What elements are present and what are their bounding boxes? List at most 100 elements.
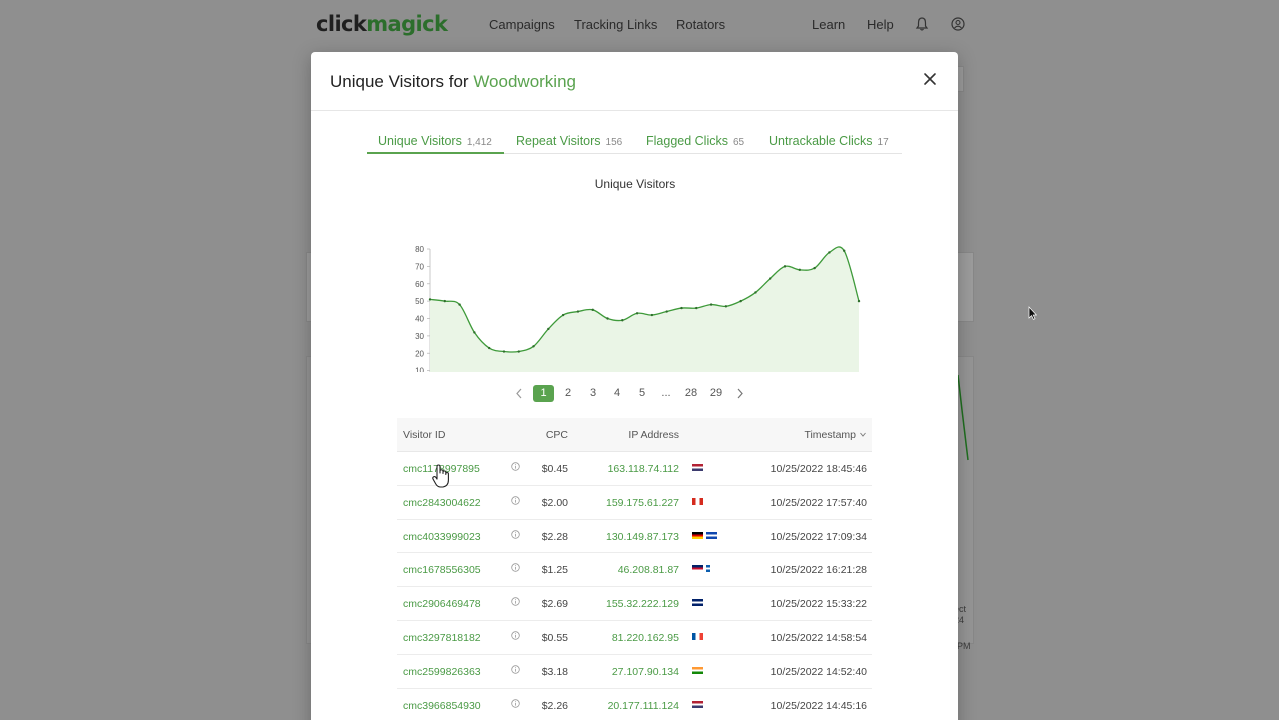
column-ip-address[interactable]: IP Address [628, 429, 679, 441]
chart-data-point[interactable] [680, 306, 683, 310]
info-icon[interactable] [511, 665, 520, 674]
pagination: 1 2 3 4 5 ... 28 29 [507, 385, 757, 403]
campaign-name[interactable]: Woodworking [473, 72, 576, 91]
chart-data-point[interactable] [798, 268, 802, 272]
country-flags [692, 531, 720, 540]
page-3-button[interactable]: 3 [589, 387, 597, 399]
chart-data-point[interactable] [473, 331, 476, 334]
chart-data-point[interactable] [576, 310, 580, 313]
ip-address-link[interactable]: 159.175.61.227 [606, 496, 679, 509]
close-icon[interactable] [919, 68, 941, 90]
info-icon[interactable] [511, 496, 520, 505]
chart-data-point[interactable] [843, 249, 846, 252]
ip-address-link[interactable]: 46.208.81.87 [617, 564, 679, 577]
table-row: cmc3297818182 $0.55 81.220.162.95 10/25/… [397, 621, 872, 655]
nav-help[interactable]: Help [867, 17, 894, 32]
chart-data-point[interactable] [502, 350, 506, 353]
visitor-id-link[interactable]: cmc2906469478 [403, 598, 481, 611]
chart-data-point[interactable] [650, 313, 654, 317]
chart-data-point[interactable] [591, 308, 594, 312]
chart-data-point[interactable] [606, 317, 609, 320]
sort-desc-icon[interactable] [860, 432, 866, 437]
chart-data-point[interactable] [813, 266, 816, 270]
visitor-id-link[interactable]: cmc4033999023 [403, 530, 481, 543]
tab-untrackable-clicks[interactable]: Untrackable Clicks 17 [769, 134, 889, 148]
info-icon[interactable] [511, 462, 520, 471]
chart-data-point[interactable] [428, 298, 432, 301]
timestamp-value: 10/25/2022 14:58:54 [770, 631, 867, 644]
timestamp-value: 10/25/2022 18:45:46 [770, 463, 867, 475]
timestamp-value: 10/25/2022 15:33:22 [770, 598, 867, 611]
nav-tracking-links[interactable]: Tracking Links [574, 17, 658, 32]
chart-data-point[interactable] [828, 251, 831, 254]
visitors-table: Visitor ID CPC IP Address Timestamp cmc1… [397, 418, 872, 720]
chart-data-point[interactable] [709, 303, 713, 306]
chart-data-point[interactable] [769, 277, 772, 280]
chart-data-point[interactable] [487, 346, 491, 350]
page-28-button[interactable]: 28 [684, 387, 698, 399]
visitor-id-link[interactable]: cmc3297818182 [403, 631, 481, 644]
chart-data-point[interactable] [783, 265, 787, 268]
visitor-id-link[interactable]: cmc2599826363 [403, 665, 481, 678]
fr-flag-icon [692, 632, 703, 640]
tab-flagged-clicks[interactable]: Flagged Clicks 65 [646, 134, 745, 148]
info-icon[interactable] [511, 563, 520, 573]
clickmagick-logo[interactable]: clickmagick [316, 12, 448, 36]
ip-address-link[interactable]: 27.107.90.134 [611, 665, 679, 678]
info-icon[interactable] [511, 698, 520, 708]
page-1-button[interactable]: 1 [533, 385, 554, 402]
chart-data-point[interactable] [443, 299, 446, 303]
timestamp-value: 10/25/2022 14:52:40 [770, 665, 867, 678]
chart-data-point[interactable] [561, 313, 565, 317]
column-cpc[interactable]: CPC [545, 429, 568, 441]
table-header: Visitor ID CPC IP Address Timestamp [397, 418, 872, 452]
ip-address-link[interactable]: 20.177.111.124 [607, 699, 679, 712]
ip-address-link[interactable]: 155.32.222.129 [606, 598, 679, 611]
chevron-left-icon[interactable] [512, 385, 526, 402]
table-row: cmc2843004622 $2.00 159.175.61.227 10/25… [397, 486, 872, 520]
y-tick-label: 40 [415, 315, 424, 324]
column-timestamp[interactable]: Timestamp [804, 429, 856, 441]
country-flags [692, 700, 706, 709]
chart-data-point[interactable] [621, 319, 624, 322]
page-4-button[interactable]: 4 [613, 387, 621, 399]
chart-data-point[interactable] [547, 327, 550, 331]
nav-learn[interactable]: Learn [812, 17, 846, 32]
info-icon[interactable] [511, 529, 520, 539]
chart-data-point[interactable] [458, 303, 461, 306]
nav-campaigns[interactable]: Campaigns [489, 17, 555, 32]
timestamp-value: 10/25/2022 17:09:34 [770, 530, 867, 543]
table-row: cmc2906469478 $2.69 155.32.222.129 10/25… [397, 587, 872, 621]
chart-data-point[interactable] [532, 345, 535, 348]
chart-data-point[interactable] [517, 350, 520, 353]
page-ellipsis: ... [661, 387, 671, 399]
info-icon[interactable] [511, 597, 520, 606]
chart-data-point[interactable] [635, 312, 639, 315]
timestamp-value: 10/25/2022 14:45:16 [770, 699, 867, 712]
visitor-id-link[interactable]: cmc1178997895 [403, 463, 480, 475]
tab-unique-visitors[interactable]: Unique Visitors 1,412 [378, 134, 492, 148]
nav-rotators[interactable]: Rotators [676, 17, 726, 32]
ip-address-link[interactable]: 130.149.87.173 [606, 530, 679, 543]
visitor-id-link[interactable]: cmc2843004622 [403, 496, 481, 509]
tab-repeat-visitors[interactable]: Repeat Visitors 156 [516, 134, 623, 148]
chart-data-point[interactable] [857, 299, 861, 303]
visitor-id-link[interactable]: cmc1678556305 [403, 564, 481, 577]
ip-address-link[interactable]: 163.118.74.112 [607, 463, 679, 475]
chevron-right-icon[interactable] [733, 385, 747, 402]
page-5-button[interactable]: 5 [638, 387, 646, 399]
user-account-icon[interactable] [950, 16, 966, 32]
info-icon[interactable] [511, 631, 520, 640]
chart-data-point[interactable] [739, 299, 742, 303]
page-29-button[interactable]: 29 [709, 387, 723, 399]
chart-data-point[interactable] [724, 305, 728, 308]
page-2-button[interactable]: 2 [564, 387, 572, 399]
ip-address-link[interactable]: 81.220.162.95 [611, 631, 679, 644]
chart-data-point[interactable] [665, 310, 668, 313]
bell-icon[interactable] [914, 16, 930, 32]
chart-data-point[interactable] [695, 306, 698, 310]
chart-series-line [429, 246, 860, 353]
column-visitor-id[interactable]: Visitor ID [403, 429, 446, 441]
chart-data-point[interactable] [754, 291, 757, 294]
visitor-id-link[interactable]: cmc3966854930 [403, 699, 481, 712]
